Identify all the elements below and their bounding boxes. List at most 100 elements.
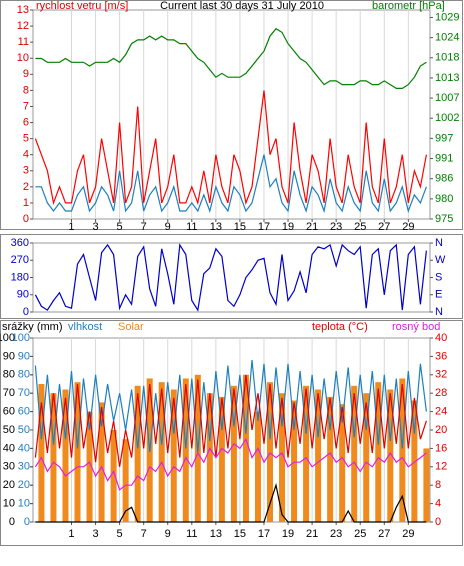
y-tick-label: 32	[435, 369, 447, 381]
x-tick-label: 13	[210, 221, 222, 233]
y-tick-label: 270	[11, 254, 29, 266]
y-tick-label: 360	[11, 237, 29, 249]
solar-bar	[74, 382, 81, 522]
x-tick-label: 1	[68, 528, 74, 540]
x-tick-label: 7	[141, 221, 147, 233]
series-line	[35, 154, 427, 214]
y-tick-label: 60	[3, 406, 15, 418]
y-tick-label: 40	[435, 332, 447, 344]
legend-label: teplota (°C)	[312, 321, 368, 333]
legend-label: Solar	[118, 321, 144, 333]
y2-axis-title: barometr [hPa]	[372, 0, 445, 12]
y-tick-label: 4	[23, 149, 29, 161]
solar-bar	[315, 389, 322, 522]
y-tick-label: 3	[23, 165, 29, 177]
y-tick-label: 10	[18, 498, 30, 510]
y-tick-label: S	[435, 271, 442, 283]
y-tick-label: 9	[23, 68, 29, 80]
solar-bar	[266, 382, 273, 522]
solar-bar	[411, 400, 418, 522]
y-tick-label: 980	[435, 193, 453, 205]
solar-bar	[98, 402, 105, 522]
solar-bar	[279, 393, 286, 522]
solar-bar	[339, 404, 346, 522]
y-tick-label: 30	[18, 461, 30, 473]
y-tick-label: 40	[18, 442, 30, 454]
series-line	[35, 27, 427, 89]
legend-label: vlhkost	[68, 321, 102, 333]
series-line	[34, 90, 427, 206]
solar-bar	[38, 384, 45, 522]
y-tick-label: 1007	[435, 92, 459, 104]
x-tick-label: 9	[165, 528, 171, 540]
x-tick-label: 11	[186, 221, 197, 233]
x-tick-label: 3	[92, 221, 98, 233]
y-tick-label: 8	[435, 479, 441, 491]
y-tick-label: 13	[17, 4, 29, 16]
y-tick-label: 20	[3, 479, 15, 491]
y-tick-label: 12	[17, 20, 29, 32]
solar-bar	[242, 374, 249, 522]
y-tick-label: 1002	[435, 112, 459, 124]
y-tick-label: 0	[23, 306, 29, 318]
solar-bar	[375, 382, 382, 522]
y-tick-label: 70	[3, 387, 15, 399]
y-tick-label: 10	[3, 498, 15, 510]
y-tick-label: 8	[23, 84, 29, 96]
x-tick-label: 15	[234, 221, 246, 233]
y-tick-label: 90	[3, 350, 15, 362]
plot-area	[32, 9, 431, 220]
x-tick-label: 19	[282, 221, 294, 233]
chart-title: Current last 30 days 31 July 2010	[160, 0, 324, 12]
solar-bar	[158, 382, 165, 522]
solar-bar	[62, 389, 69, 522]
x-tick-label: 7	[141, 528, 147, 540]
x-tick-label: 23	[330, 221, 342, 233]
solar-bar	[303, 385, 310, 522]
y-tick-label: 0	[435, 516, 441, 528]
x-tick-label: 9	[165, 221, 171, 233]
series-line	[34, 374, 427, 467]
solar-bar	[363, 393, 370, 522]
x-tick-label: 21	[306, 528, 318, 540]
series-line	[35, 482, 427, 523]
y-tick-label: 1013	[435, 72, 459, 84]
y-tick-label: 40	[3, 442, 15, 454]
x-tick-label: 11	[186, 528, 197, 540]
series-line	[34, 437, 427, 491]
y-tick-label: E	[435, 289, 442, 301]
y-tick-label: N	[435, 306, 443, 318]
y-tick-label: 80	[3, 369, 15, 381]
x-tick-label: 29	[402, 221, 414, 233]
y-tick-label: 24	[435, 406, 447, 418]
solar-bar	[86, 411, 93, 522]
y-tick-label: 991	[435, 152, 453, 164]
solar-bar	[122, 439, 129, 522]
solar-bar	[206, 393, 213, 522]
x-tick-label: 27	[378, 221, 390, 233]
x-tick-label: 1	[68, 221, 74, 233]
solar-bar	[110, 430, 117, 522]
x-tick-label: 21	[306, 221, 318, 233]
solar-bar	[230, 385, 237, 522]
solar-bar	[254, 411, 261, 522]
legend-label: srážky (mm)	[2, 321, 63, 333]
x-tick-label: 23	[330, 528, 342, 540]
y-tick-label: 2	[23, 181, 29, 193]
y-tick-label: 60	[18, 406, 30, 418]
y-tick-label: 100	[0, 332, 15, 344]
solar-bar	[134, 385, 141, 522]
solar-bar	[387, 389, 394, 522]
x-tick-label: 29	[402, 528, 414, 540]
y-tick-label: 90	[18, 350, 30, 362]
solar-bar	[218, 396, 225, 522]
y-tick-label: 1	[23, 197, 29, 209]
series-line	[34, 243, 427, 312]
x-tick-label: 27	[378, 528, 390, 540]
legend-label: rosný bod	[392, 321, 440, 333]
y-tick-label: 180	[11, 271, 29, 283]
y-tick-label: 997	[435, 132, 453, 144]
y-tick-label: 16	[435, 442, 447, 454]
